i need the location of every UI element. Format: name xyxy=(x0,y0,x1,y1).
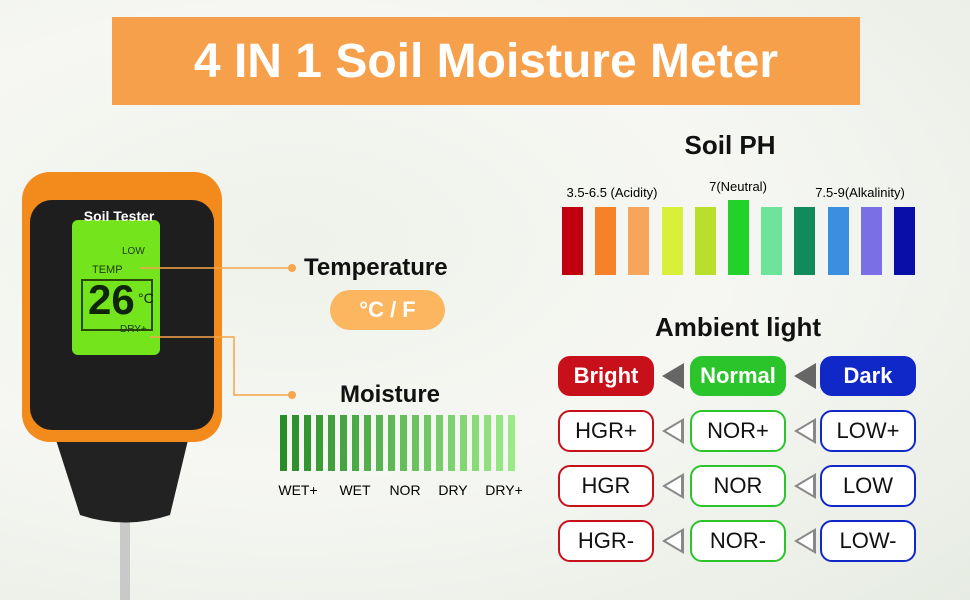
moisture-label: DRY+ xyxy=(485,482,523,498)
ph-bar xyxy=(827,207,849,275)
light-code: NOR- xyxy=(690,520,786,562)
title: 4 IN 1 Soil Moisture Meter xyxy=(193,34,779,88)
moisture-label: WET+ xyxy=(278,482,318,498)
moisture-bar xyxy=(292,415,299,471)
light-code: LOW xyxy=(820,465,916,507)
moisture-bar xyxy=(472,415,479,471)
moisture-label: WET xyxy=(339,482,371,498)
lcd-indicator: LOW xyxy=(122,246,145,257)
arrow xyxy=(662,418,684,444)
light-code: HGR+ xyxy=(558,410,654,452)
device-label: Soil Tester xyxy=(83,208,155,224)
handle xyxy=(40,390,200,523)
ph-bar xyxy=(894,207,915,275)
moisture-bar xyxy=(508,415,515,471)
ph-bar xyxy=(628,207,650,275)
moisture-bar xyxy=(352,415,359,471)
moisture-bar xyxy=(436,415,443,471)
title-banner: 4 IN 1 Soil Moisture Meter xyxy=(112,17,860,105)
ph-bar xyxy=(761,207,783,275)
moisture-bar xyxy=(376,415,383,471)
ph-title: Soil PH xyxy=(684,130,776,160)
device xyxy=(22,172,222,600)
moisture-label: NOR xyxy=(389,482,421,498)
ambient-title: Ambient light xyxy=(654,312,822,342)
ph-bar xyxy=(562,207,583,275)
moisture-bar xyxy=(448,415,455,471)
moisture-bar xyxy=(400,415,407,471)
lcd-mode: TEMP xyxy=(92,264,123,276)
light-code: NOR xyxy=(690,465,786,507)
ph-label: 7.5-9(Alkalinity) xyxy=(815,185,905,200)
lcd-unit: °C xyxy=(138,290,154,306)
arrow xyxy=(794,418,816,444)
moisture-title: Moisture xyxy=(340,381,441,408)
lcd-frame xyxy=(81,279,153,331)
arrow xyxy=(794,528,816,554)
arrow xyxy=(794,473,816,499)
moisture-bar xyxy=(388,415,395,471)
unit-badge: °C / F xyxy=(330,290,445,330)
moisture-bar xyxy=(484,415,491,471)
ph-bar xyxy=(860,207,882,275)
ph-bar xyxy=(595,207,617,275)
light-code: LOW- xyxy=(820,520,916,562)
moisture-bar xyxy=(496,415,503,471)
moisture-bars xyxy=(280,415,522,471)
light-code: HGR xyxy=(558,465,654,507)
arrow xyxy=(662,473,684,499)
moisture-bar xyxy=(340,415,347,471)
light-code: HGR- xyxy=(558,520,654,562)
light-level: Normal xyxy=(690,356,786,396)
ph-label: 7(Neutral) xyxy=(709,179,767,194)
light-code: NOR+ xyxy=(690,410,786,452)
ph-bar xyxy=(661,207,683,275)
moisture-bar xyxy=(424,415,431,471)
lcd xyxy=(72,220,160,355)
moisture-bar xyxy=(304,415,311,471)
moisture-bar xyxy=(364,415,371,471)
probe xyxy=(120,510,130,600)
light-code: LOW+ xyxy=(820,410,916,452)
light-level: Dark xyxy=(820,356,916,396)
ph-bar xyxy=(694,207,716,275)
moisture-bar xyxy=(316,415,323,471)
lcd-reading: 26 xyxy=(88,276,135,323)
moisture-bar xyxy=(460,415,467,471)
light-level: Bright xyxy=(558,356,654,396)
moisture-bar xyxy=(412,415,419,471)
ph-bar xyxy=(794,207,816,275)
moisture-label: DRY xyxy=(438,482,468,498)
temperature-title: Temperature xyxy=(304,254,448,281)
arrow xyxy=(662,528,684,554)
moisture-bar xyxy=(280,415,287,471)
arrow xyxy=(794,363,816,389)
ph-bar xyxy=(728,200,749,275)
callout-lines xyxy=(140,264,296,399)
moisture-bar xyxy=(328,415,335,471)
arrow xyxy=(662,363,684,389)
ph-label: 3.5-6.5 (Acidity) xyxy=(566,185,658,200)
lcd-status: DRY+ xyxy=(120,324,147,335)
